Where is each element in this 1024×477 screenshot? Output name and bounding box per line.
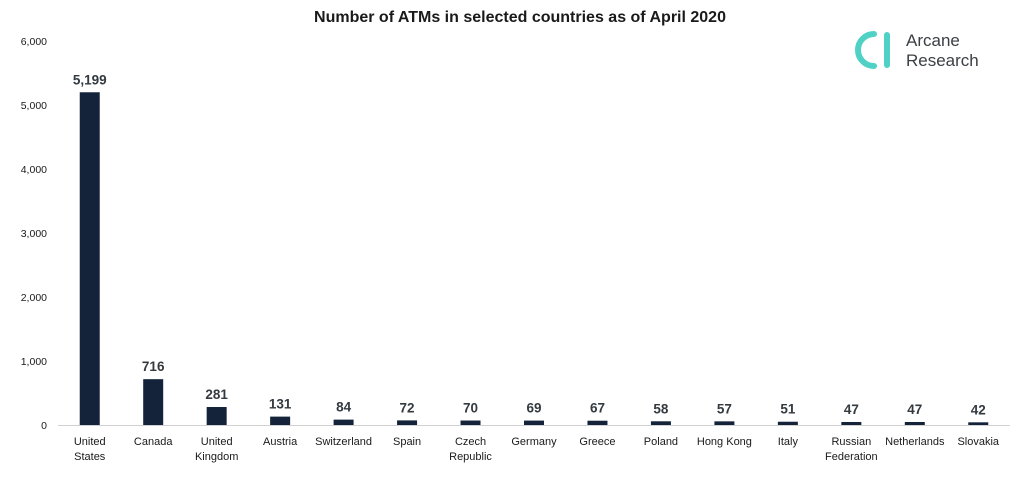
bar — [143, 379, 164, 425]
data-label: 70 — [463, 401, 478, 416]
bar — [270, 416, 291, 425]
bar — [460, 420, 481, 425]
x-tick-label: Greece — [579, 436, 615, 448]
bar — [79, 92, 100, 425]
y-tick-label: 2,000 — [21, 292, 47, 304]
x-tick-label: Poland — [644, 436, 678, 448]
x-tick-label: Austria — [263, 436, 298, 448]
x-tick-label: Germany — [511, 436, 557, 448]
bar — [524, 420, 544, 425]
data-label: 84 — [336, 400, 352, 415]
x-axis-labels: United States Canada United Kingdom Austria Sw… — [74, 436, 1000, 463]
bar — [968, 422, 989, 425]
x-tick-label: Czech Republic — [449, 436, 492, 463]
bar — [777, 421, 798, 425]
x-tick-label: Slovakia — [957, 436, 999, 448]
brand-logo: Arcane Research — [855, 31, 979, 70]
x-tick-label: Spain — [393, 436, 421, 448]
bar — [841, 421, 862, 425]
arcane-logo-icon — [855, 31, 890, 69]
y-tick-label: 6,000 — [21, 36, 47, 48]
bar — [206, 407, 227, 425]
x-tick-label: Italy — [778, 436, 799, 448]
bar — [904, 421, 925, 425]
data-label: 47 — [844, 402, 859, 417]
data-label: 42 — [971, 402, 986, 417]
x-tick-label: United Kingdom — [195, 436, 238, 463]
data-label: 131 — [269, 397, 292, 412]
bars-group — [79, 92, 989, 425]
y-axis: 0 1,000 2,000 3,000 4,000 5,000 6,000 — [21, 36, 47, 432]
data-label: 69 — [526, 401, 541, 416]
y-tick-label: 0 — [41, 420, 47, 432]
x-tick-label: Switzerland — [315, 436, 372, 448]
y-tick-label: 5,000 — [21, 100, 47, 112]
brand-name-line2: Research — [906, 51, 979, 70]
data-label: 51 — [780, 402, 796, 417]
data-label: 72 — [400, 400, 415, 415]
brand-name-line1: Arcane — [906, 31, 960, 50]
bar — [587, 420, 608, 425]
chart-title: Number of ATMs in selected countries as … — [314, 9, 726, 26]
data-label: 281 — [205, 387, 228, 402]
x-tick-label: Hong Kong — [697, 436, 752, 448]
bar — [397, 420, 418, 425]
bar — [714, 421, 735, 425]
x-tick-label: United States — [74, 436, 106, 463]
bar — [333, 419, 354, 425]
y-tick-label: 1,000 — [21, 356, 47, 368]
x-tick-label: Netherlands — [885, 436, 945, 448]
data-label: 57 — [717, 401, 732, 416]
data-label: 67 — [590, 401, 605, 416]
data-label: 58 — [653, 401, 669, 416]
y-tick-label: 4,000 — [21, 164, 47, 176]
bar — [650, 421, 671, 425]
x-tick-label: Canada — [134, 436, 173, 448]
data-label: 47 — [907, 402, 922, 417]
data-labels-group: 5,199 716 281 131 84 72 70 69 67 58 57 51 47 47 42 — [73, 72, 986, 417]
x-tick-label: Russian Federation — [825, 436, 878, 463]
data-label: 716 — [142, 359, 165, 374]
y-tick-label: 3,000 — [21, 228, 47, 240]
data-label: 5,199 — [73, 72, 107, 87]
